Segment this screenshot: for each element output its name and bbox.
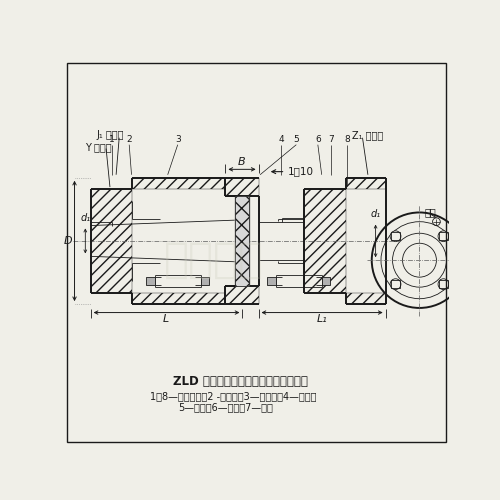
Text: 8: 8 — [344, 135, 350, 144]
Text: 长鱼联动: 长鱼联动 — [164, 239, 264, 281]
Circle shape — [390, 231, 401, 241]
Text: 3: 3 — [175, 135, 180, 144]
Text: 4: 4 — [278, 135, 283, 144]
Text: 7: 7 — [328, 135, 334, 144]
Bar — [346, 294, 386, 304]
Text: 6: 6 — [315, 135, 320, 144]
Text: Z₁ 型轴孔: Z₁ 型轴孔 — [352, 130, 384, 140]
Text: L: L — [163, 314, 170, 324]
Text: J₁ 型轴孔: J₁ 型轴孔 — [96, 130, 124, 140]
Text: 1、8—半联轴器；2 -外挡板；3—内挡板；4—外套；: 1、8—半联轴器；2 -外挡板；3—内挡板；4—外套； — [150, 390, 316, 400]
Text: 5: 5 — [294, 135, 299, 144]
Text: D: D — [64, 236, 72, 246]
Circle shape — [390, 279, 401, 289]
Text: 1: 1 — [110, 135, 115, 144]
Bar — [146, 277, 154, 285]
Bar — [267, 277, 276, 285]
Bar — [234, 196, 250, 286]
Bar — [322, 277, 330, 285]
Text: 5—柱销；6—螺栓；7—垫圈: 5—柱销；6—螺栓；7—垫圈 — [178, 402, 273, 412]
Text: 标志: 标志 — [424, 208, 436, 218]
Bar — [226, 286, 258, 304]
Bar — [304, 188, 346, 294]
Text: B: B — [238, 158, 246, 168]
Circle shape — [372, 212, 467, 308]
Text: 2: 2 — [126, 135, 132, 144]
Bar — [132, 178, 226, 188]
Text: Y 型轴孔: Y 型轴孔 — [86, 142, 112, 152]
Text: 1：10: 1：10 — [288, 166, 314, 176]
Text: d₁: d₁ — [80, 213, 90, 223]
Bar — [392, 280, 400, 288]
Bar — [439, 280, 448, 288]
Circle shape — [438, 231, 449, 241]
Bar — [90, 188, 132, 294]
Text: ZLD 型圆锥形轴孔弹性柱销齿式联轴器: ZLD 型圆锥形轴孔弹性柱销齿式联轴器 — [174, 376, 308, 388]
Circle shape — [438, 279, 449, 289]
Bar — [132, 294, 226, 304]
Bar — [439, 232, 448, 240]
Bar — [392, 232, 400, 240]
Bar — [201, 277, 209, 285]
Text: d₁: d₁ — [370, 209, 380, 219]
Bar — [226, 178, 258, 197]
Bar — [346, 178, 386, 188]
Text: L₁: L₁ — [316, 314, 327, 324]
